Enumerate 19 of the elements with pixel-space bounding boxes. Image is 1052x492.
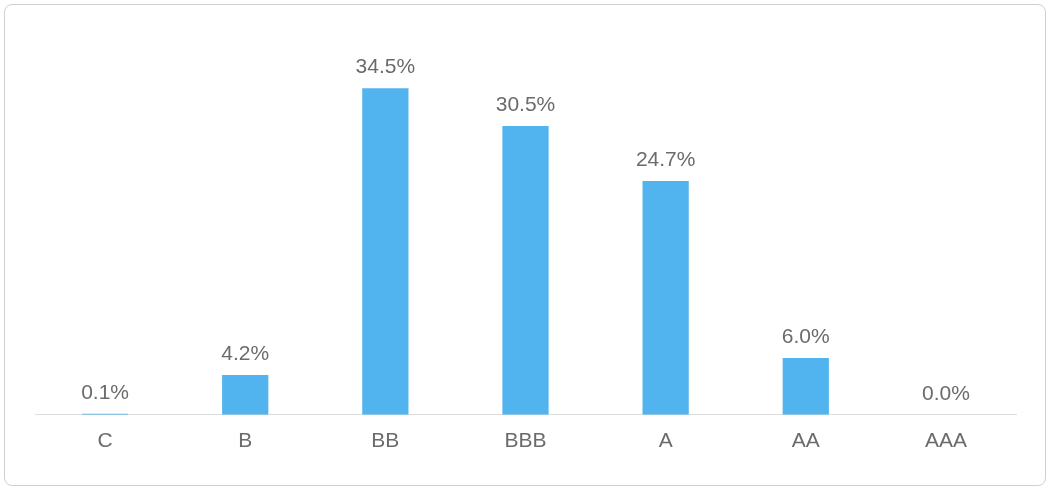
x-tick-label: BBB	[504, 428, 547, 452]
x-tick-label: B	[238, 428, 253, 452]
bar	[782, 357, 829, 415]
data-label: 24.7%	[635, 147, 696, 171]
x-tick-label: C	[97, 428, 113, 452]
x-tick-label: A	[658, 428, 673, 452]
data-label: 30.5%	[495, 92, 556, 116]
bar	[362, 88, 409, 415]
data-label: 0.1%	[81, 380, 130, 404]
data-label: 0.0%	[921, 381, 970, 405]
data-label: 4.2%	[221, 341, 270, 365]
bar	[502, 126, 549, 415]
data-label: 34.5%	[355, 54, 416, 78]
x-tick-label: AAA	[924, 428, 967, 452]
bar	[222, 375, 269, 415]
x-tick-label: BB	[371, 428, 400, 452]
data-label: 6.0%	[781, 324, 830, 348]
x-tick-label: AA	[791, 428, 820, 452]
bar	[642, 180, 689, 415]
